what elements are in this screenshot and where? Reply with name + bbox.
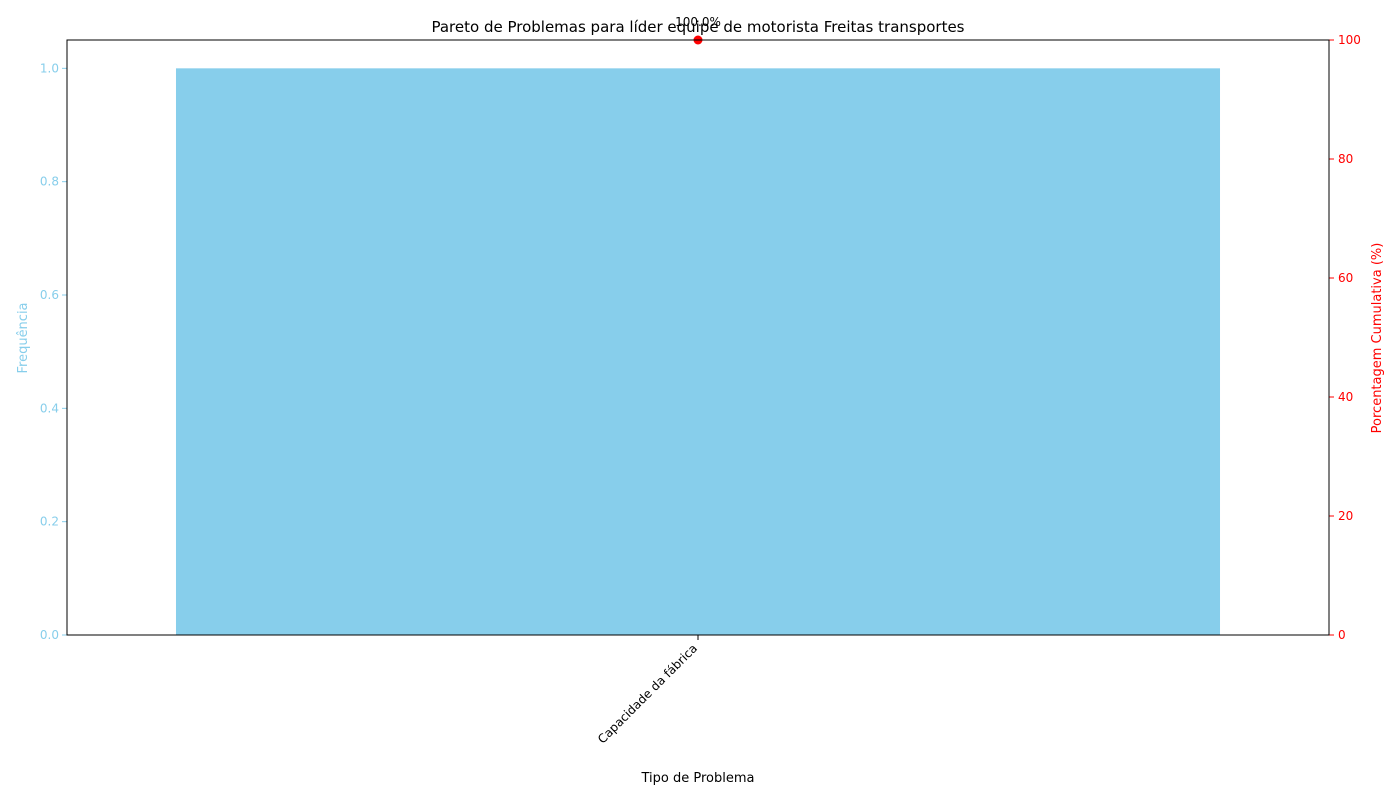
- y2-tick-label: 20: [1338, 509, 1353, 523]
- point-label: 100.0%: [675, 15, 721, 29]
- y-tick-label: 0.2: [40, 515, 59, 529]
- y-tick-label: 0.4: [40, 401, 59, 415]
- y-tick-label: 1.0: [40, 61, 59, 75]
- y-tick-label: 0.6: [40, 288, 59, 302]
- y2-axis-label: Porcentagem Cumulativa (%): [1370, 243, 1385, 434]
- y-tick-label: 0.0: [40, 628, 59, 642]
- y2-tick-label: 60: [1338, 271, 1353, 285]
- x-tick-label: Capacidade da fábrica: [595, 641, 700, 746]
- x-axis-label: Tipo de Problema: [641, 771, 755, 786]
- y2-tick-label: 100: [1338, 33, 1361, 47]
- y-axis-label: Frequência: [16, 302, 31, 373]
- bar: [175, 68, 1221, 636]
- plot-frame: [66, 39, 1330, 636]
- y2-tick-label: 40: [1338, 390, 1353, 404]
- y2-tick-label: 0: [1338, 628, 1346, 642]
- chart-title: Pareto de Problemas para líder equipe de…: [431, 18, 964, 36]
- y-tick-label: 0.8: [40, 175, 59, 189]
- y2-tick-label: 80: [1338, 152, 1353, 166]
